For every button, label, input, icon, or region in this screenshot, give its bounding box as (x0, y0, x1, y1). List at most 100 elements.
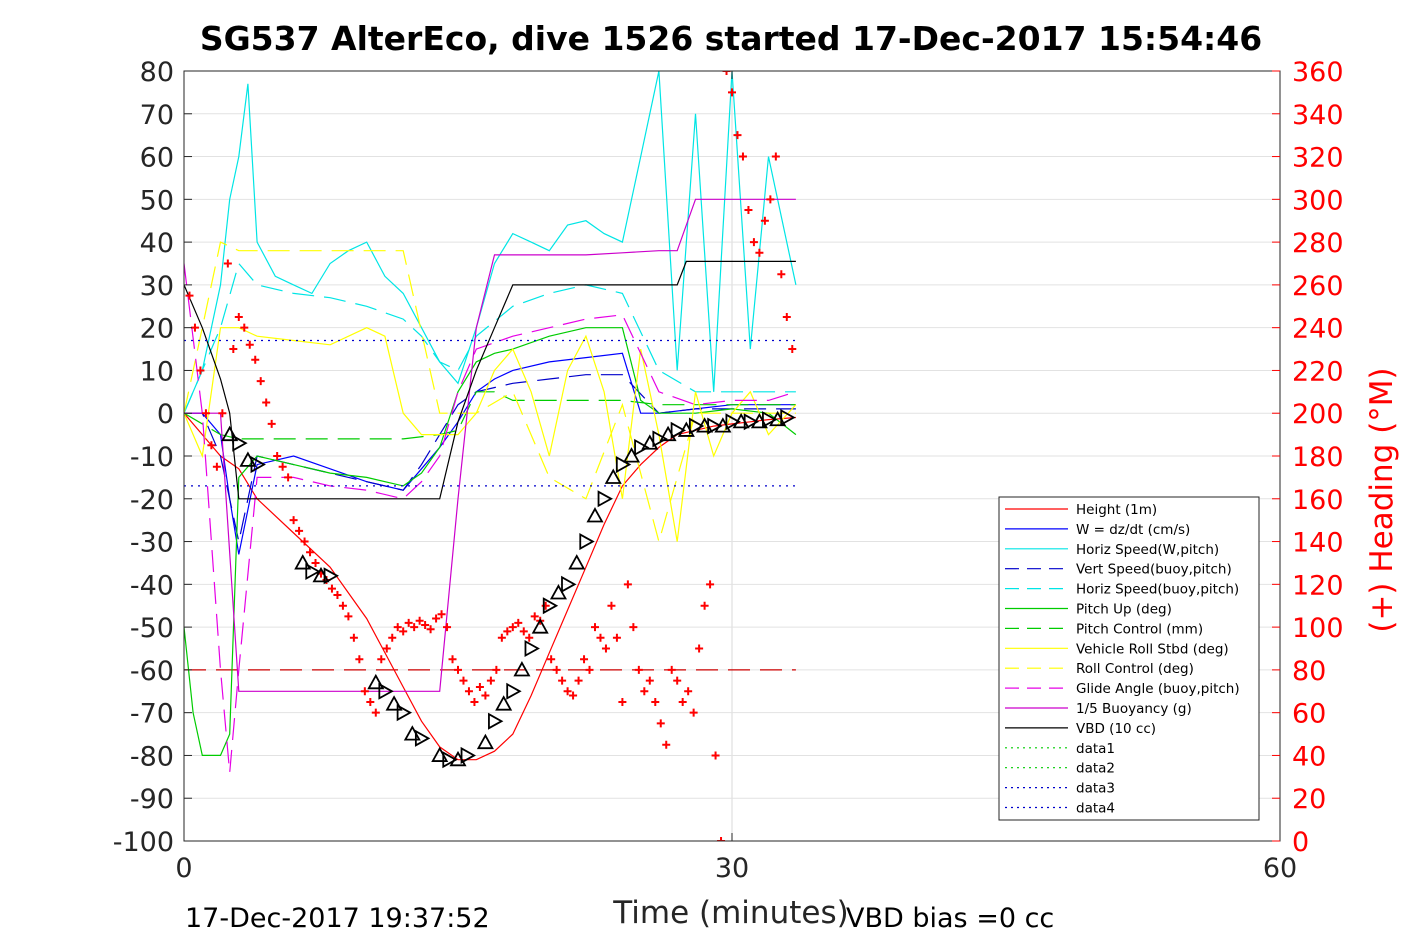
vbd-marker (725, 413, 741, 431)
y-right-tick-label: 360 (1292, 57, 1344, 88)
vbd-marker (250, 456, 266, 474)
vbd-marker (707, 417, 723, 435)
y-tick-label: 20 (140, 314, 174, 345)
x-axis-label: Time (minutes) (612, 895, 848, 931)
heading-point (717, 837, 726, 841)
heading-point (300, 537, 309, 546)
heading-point (464, 687, 473, 696)
heading-point (552, 665, 561, 674)
heading-point (684, 687, 693, 696)
series-line-4 (184, 262, 796, 414)
ticks-group: 0 30 6080706050403020100-10-20-30-40-50-60… (113, 57, 1344, 884)
heading-point (695, 644, 704, 653)
heading-point (327, 584, 336, 593)
y-tick-label: -40 (130, 570, 174, 601)
heading-point (218, 409, 227, 418)
heading-point (256, 377, 265, 386)
legend-label: Vehicle Roll Stbd (deg) (1076, 641, 1229, 657)
heading-point (185, 291, 194, 300)
vbd-marker (506, 682, 522, 700)
y-axis-right-label: (+) Heading (°M) (1364, 367, 1400, 632)
y-tick-label: 80 (140, 57, 174, 88)
series-line-10 (184, 198, 796, 692)
y-tick-label: -80 (130, 741, 174, 772)
vbd-marker (579, 533, 595, 551)
y-right-tick-label: 100 (1292, 613, 1344, 644)
heading-point (481, 691, 490, 700)
chart-title: SG537 AlterEco, dive 1526 started 17-Dec… (200, 19, 1262, 58)
heading-point (722, 71, 731, 75)
heading-point (355, 655, 364, 664)
heading-point (678, 697, 687, 706)
heading-point (497, 633, 506, 642)
heading-point (437, 610, 446, 619)
legend-label: Pitch Up (deg) (1076, 602, 1172, 618)
heading-point (612, 633, 621, 642)
vbd-marker (604, 468, 622, 484)
heading-point (475, 683, 484, 691)
series-line-11 (184, 260, 796, 500)
legend-label: data2 (1076, 761, 1115, 777)
heading-point (393, 623, 402, 632)
heading-point (525, 633, 534, 642)
heading-point (212, 462, 221, 471)
y-right-tick-label: 200 (1292, 399, 1344, 430)
heading-point (278, 462, 287, 471)
footer-vbd-bias: VBD bias =0 cc (846, 903, 1054, 934)
heading-point (662, 740, 671, 749)
heading-point (311, 558, 320, 567)
x-tick-label: 30 (715, 853, 749, 884)
heading-point (700, 601, 709, 610)
series-line-9 (184, 263, 797, 773)
legend-label: Height (1m) (1076, 502, 1157, 518)
y-right-tick-label: 220 (1292, 356, 1344, 387)
y-right-tick-label: 160 (1292, 485, 1344, 516)
heading-point (371, 708, 380, 717)
heading-point (333, 591, 342, 600)
markers-group (185, 71, 797, 841)
vbd-marker (378, 682, 394, 700)
y-tick-label: -10 (130, 442, 174, 473)
heading-point (508, 623, 517, 632)
y-right-tick-label: 80 (1292, 656, 1326, 687)
heading-point (454, 665, 462, 674)
y-tick-label: -50 (130, 613, 174, 644)
vbd-marker (586, 507, 604, 523)
vbd-marker (568, 554, 586, 570)
heading-point (448, 655, 457, 664)
series-line-1 (184, 352, 796, 555)
heading-point (459, 676, 468, 685)
heading-point (563, 687, 572, 696)
heading-point (306, 548, 315, 557)
vbd-marker (396, 704, 413, 722)
y-tick-label: -90 (130, 784, 174, 815)
heading-point (580, 655, 589, 664)
vbd-marker (597, 490, 613, 508)
heading-point (338, 601, 347, 610)
vbd-marker (294, 554, 312, 570)
x-tick-label: 60 (1263, 853, 1297, 884)
y-tick-label: 60 (140, 143, 174, 174)
series-line-6 (184, 391, 796, 440)
y-tick-label: 40 (140, 228, 174, 259)
heading-point (738, 152, 747, 161)
vbd-marker (232, 434, 248, 452)
vbd-marker (688, 417, 705, 435)
heading-point (733, 131, 742, 140)
heading-point (744, 206, 753, 215)
y-right-tick-label: 20 (1292, 784, 1326, 815)
heading-point (777, 270, 786, 279)
y-right-tick-label: 140 (1292, 528, 1344, 559)
y-right-tick-label: 40 (1292, 741, 1326, 772)
y-right-tick-label: 120 (1292, 570, 1344, 601)
vbd-marker (305, 562, 321, 581)
heading-point (289, 516, 298, 525)
vbd-marker (367, 673, 385, 690)
heading-point (234, 312, 243, 321)
legend-label: data4 (1076, 801, 1115, 817)
vbd-marker (403, 725, 421, 741)
legend-label: data1 (1076, 741, 1115, 757)
y-tick-label: -20 (130, 485, 174, 516)
legend-label: 1/5 Buoyancy (g) (1076, 701, 1192, 717)
vbd-marker (239, 451, 257, 467)
